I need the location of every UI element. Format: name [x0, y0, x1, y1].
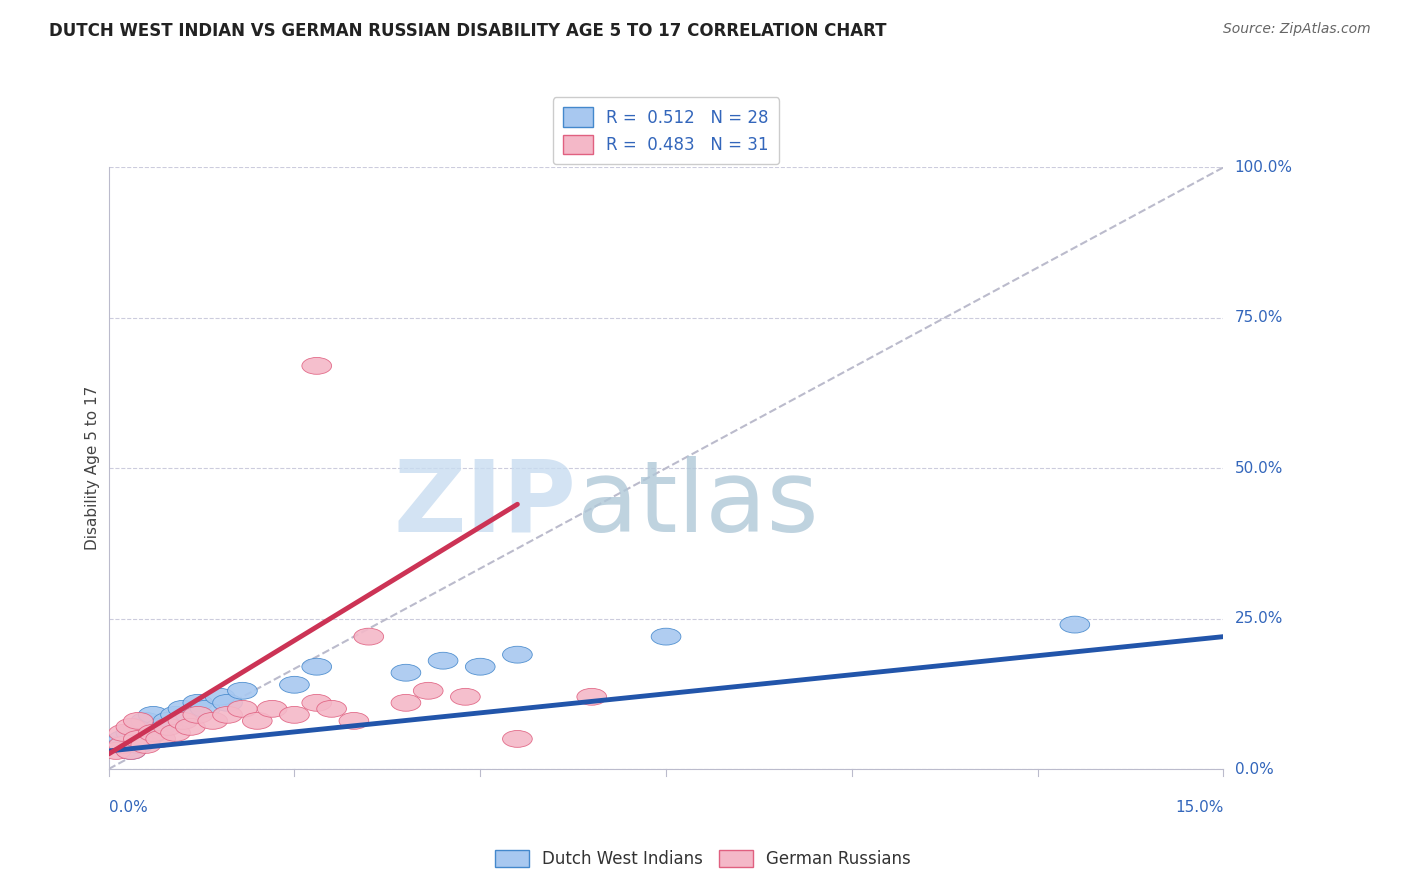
Ellipse shape: [228, 682, 257, 699]
Ellipse shape: [108, 737, 138, 754]
Text: 25.0%: 25.0%: [1234, 611, 1282, 626]
Ellipse shape: [176, 706, 205, 723]
Ellipse shape: [101, 742, 131, 759]
Ellipse shape: [205, 689, 235, 706]
Ellipse shape: [302, 658, 332, 675]
Ellipse shape: [169, 700, 198, 717]
Text: 15.0%: 15.0%: [1175, 799, 1223, 814]
Text: ZIP: ZIP: [394, 456, 576, 553]
Ellipse shape: [117, 718, 146, 735]
Ellipse shape: [302, 694, 332, 711]
Ellipse shape: [117, 742, 146, 759]
Ellipse shape: [429, 652, 458, 669]
Text: 0.0%: 0.0%: [1234, 762, 1274, 777]
Legend: Dutch West Indians, German Russians: Dutch West Indians, German Russians: [488, 843, 918, 875]
Ellipse shape: [117, 742, 146, 759]
Text: 50.0%: 50.0%: [1234, 460, 1282, 475]
Ellipse shape: [124, 718, 153, 735]
Ellipse shape: [146, 718, 176, 735]
Ellipse shape: [124, 731, 153, 747]
Text: 75.0%: 75.0%: [1234, 310, 1282, 326]
Ellipse shape: [124, 737, 153, 754]
Ellipse shape: [146, 731, 176, 747]
Ellipse shape: [413, 682, 443, 699]
Ellipse shape: [502, 647, 533, 663]
Ellipse shape: [131, 731, 160, 747]
Ellipse shape: [169, 713, 198, 730]
Ellipse shape: [1060, 616, 1090, 633]
Ellipse shape: [153, 718, 183, 735]
Ellipse shape: [117, 724, 146, 741]
Ellipse shape: [576, 689, 606, 706]
Ellipse shape: [153, 713, 183, 730]
Text: 0.0%: 0.0%: [108, 799, 148, 814]
Ellipse shape: [176, 718, 205, 735]
Ellipse shape: [212, 706, 242, 723]
Ellipse shape: [651, 628, 681, 645]
Ellipse shape: [339, 713, 368, 730]
Ellipse shape: [391, 694, 420, 711]
Ellipse shape: [228, 700, 257, 717]
Ellipse shape: [138, 724, 169, 741]
Ellipse shape: [101, 737, 131, 754]
Ellipse shape: [280, 706, 309, 723]
Ellipse shape: [160, 706, 190, 723]
Text: DUTCH WEST INDIAN VS GERMAN RUSSIAN DISABILITY AGE 5 TO 17 CORRELATION CHART: DUTCH WEST INDIAN VS GERMAN RUSSIAN DISA…: [49, 22, 887, 40]
Ellipse shape: [212, 694, 242, 711]
Ellipse shape: [138, 724, 169, 741]
Ellipse shape: [160, 724, 190, 741]
Ellipse shape: [108, 724, 138, 741]
Text: atlas: atlas: [576, 456, 818, 553]
Ellipse shape: [131, 713, 160, 730]
Ellipse shape: [190, 700, 221, 717]
Y-axis label: Disability Age 5 to 17: Disability Age 5 to 17: [86, 386, 100, 550]
Ellipse shape: [183, 694, 212, 711]
Ellipse shape: [280, 676, 309, 693]
Ellipse shape: [302, 358, 332, 375]
Ellipse shape: [242, 713, 273, 730]
Ellipse shape: [138, 706, 169, 723]
Ellipse shape: [391, 665, 420, 681]
Ellipse shape: [316, 700, 346, 717]
Ellipse shape: [257, 700, 287, 717]
Ellipse shape: [450, 689, 481, 706]
Ellipse shape: [502, 731, 533, 747]
Ellipse shape: [108, 731, 138, 747]
Ellipse shape: [465, 658, 495, 675]
Ellipse shape: [354, 628, 384, 645]
Text: Source: ZipAtlas.com: Source: ZipAtlas.com: [1223, 22, 1371, 37]
Ellipse shape: [131, 737, 160, 754]
Ellipse shape: [183, 706, 212, 723]
Text: 100.0%: 100.0%: [1234, 160, 1292, 175]
Legend: R =  0.512   N = 28, R =  0.483   N = 31: R = 0.512 N = 28, R = 0.483 N = 31: [553, 97, 779, 164]
Ellipse shape: [124, 713, 153, 730]
Ellipse shape: [198, 713, 228, 730]
